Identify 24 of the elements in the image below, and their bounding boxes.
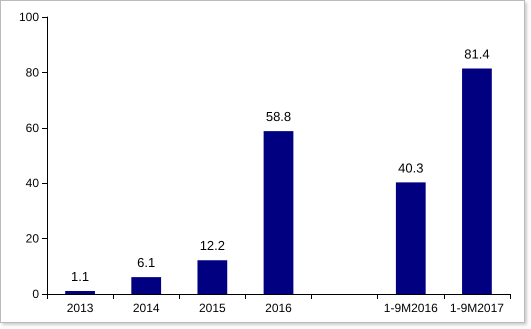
- data-label: 12.2: [200, 238, 226, 254]
- y-tick-label: 20: [26, 232, 40, 246]
- bar: [131, 277, 162, 294]
- x-tick-label: 1-9M2016: [384, 301, 438, 315]
- bar: [462, 68, 492, 294]
- y-tick-label: 80: [26, 65, 40, 80]
- bar: [396, 182, 426, 294]
- y-tick-label: 100: [18, 10, 40, 24]
- data-label: 1.1: [71, 268, 90, 284]
- y-tick-label: 0: [32, 287, 40, 301]
- data-label: 58.8: [266, 109, 292, 124]
- data-label: 6.1: [137, 255, 156, 270]
- y-tick-label: 40: [26, 176, 40, 190]
- x-tick-label: 1-9M2017: [450, 301, 504, 315]
- x-tick-label: 2016: [265, 301, 292, 315]
- x-tick-label: 2014: [132, 301, 160, 315]
- bar: [65, 290, 95, 294]
- data-label: 40.3: [398, 160, 424, 176]
- data-label: 81.4: [464, 46, 490, 62]
- y-tick-label: 60: [26, 120, 40, 135]
- x-tick-label: 2015: [199, 301, 226, 315]
- x-tick-label: 2013: [66, 301, 94, 315]
- bar: [197, 260, 228, 294]
- bar: [264, 131, 294, 294]
